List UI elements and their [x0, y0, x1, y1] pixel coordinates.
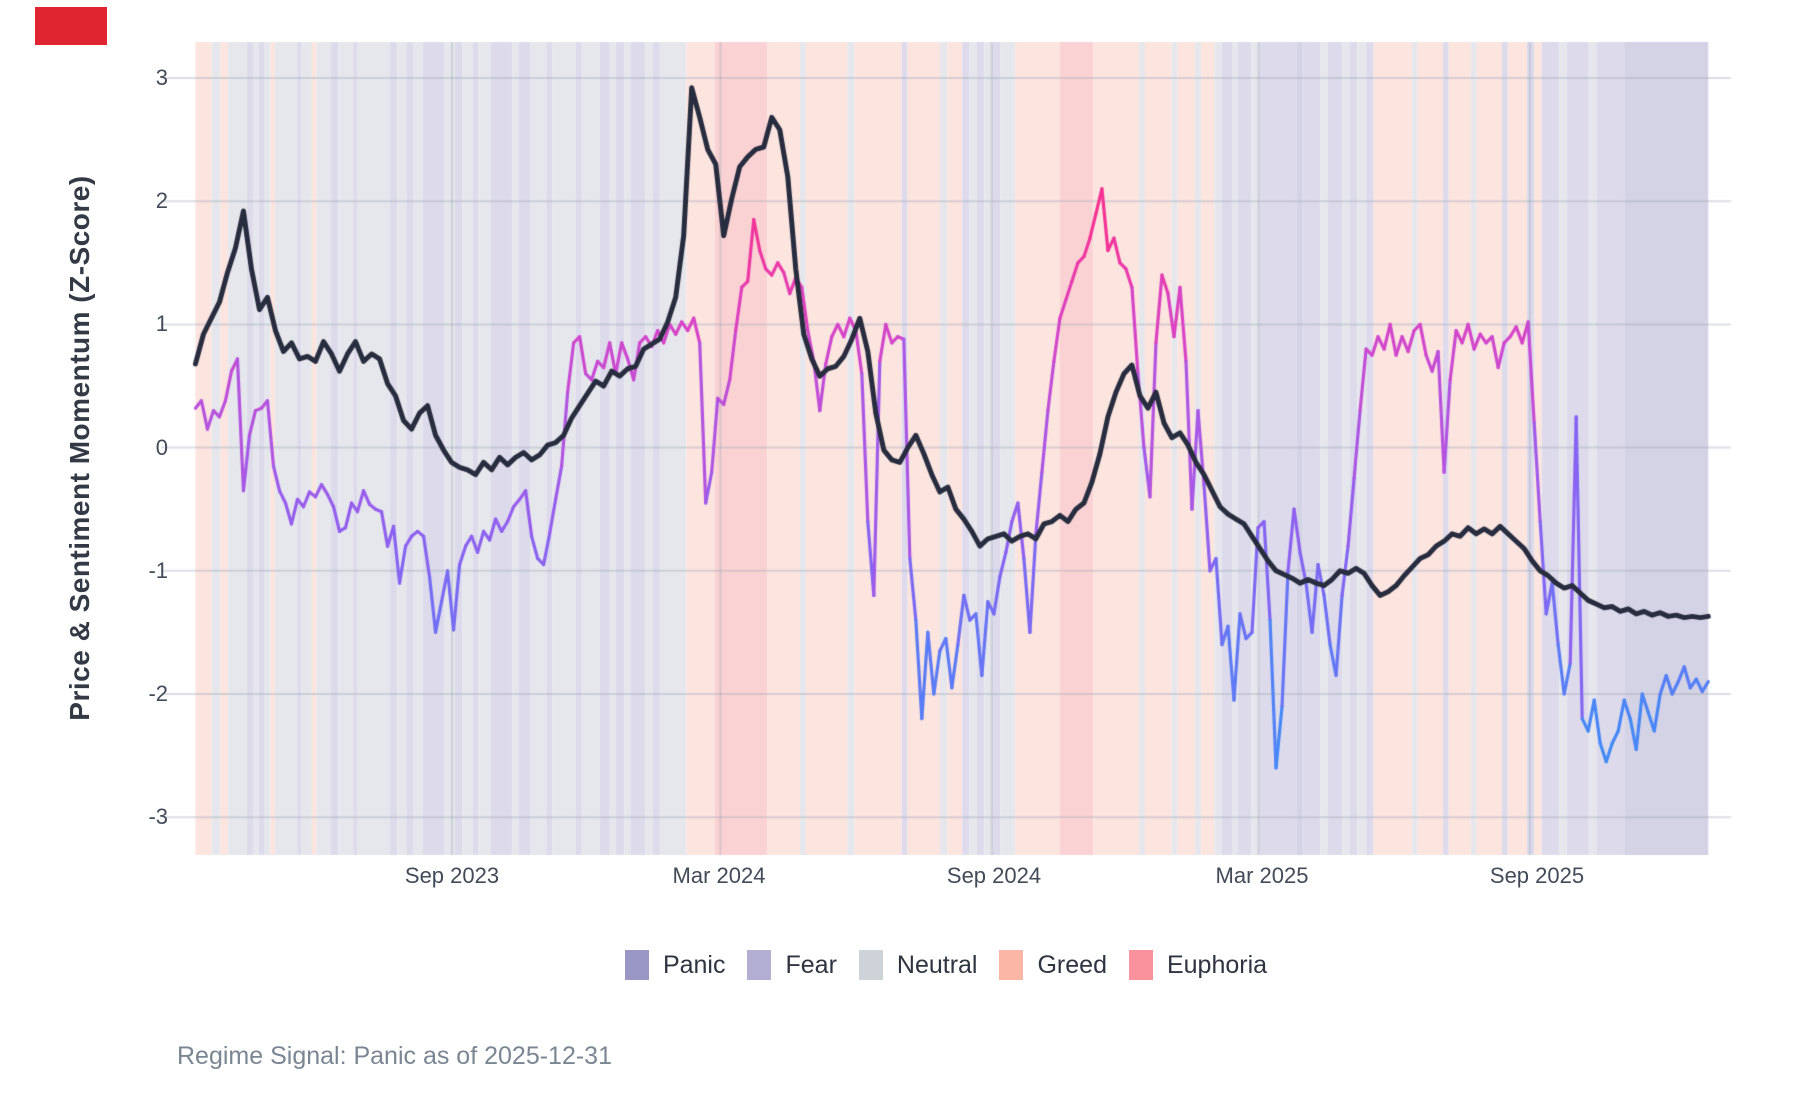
- y-tick-label: -1: [148, 558, 168, 583]
- legend-label: Greed: [1037, 950, 1107, 979]
- corner-red-marker: [35, 7, 107, 45]
- x-tick-label: Mar 2025: [1215, 863, 1309, 888]
- euphoria-swatch-icon: [1128, 950, 1153, 980]
- y-tick-label: -2: [148, 681, 168, 706]
- y-tick-label: -3: [148, 804, 168, 829]
- fear-swatch-icon: [747, 950, 772, 980]
- legend-item-fear[interactable]: Fear: [747, 950, 837, 980]
- legend-item-panic[interactable]: Panic: [624, 950, 726, 980]
- legend-label: Panic: [662, 950, 726, 979]
- neutral-swatch-icon: [858, 950, 883, 980]
- x-tick-label: Sep 2024: [946, 863, 1042, 888]
- x-tick-label: Sep 2023: [404, 863, 500, 888]
- legend-item-greed[interactable]: Greed: [999, 950, 1107, 980]
- y-tick-label: 1: [155, 311, 168, 336]
- legend-item-euphoria[interactable]: Euphoria: [1128, 950, 1268, 980]
- y-tick-label: 2: [155, 188, 168, 213]
- x-tick-label: Mar 2024: [672, 863, 766, 888]
- legend-label: Fear: [785, 950, 837, 979]
- legend-label: Neutral: [896, 950, 978, 979]
- panic-swatch-icon: [624, 950, 649, 980]
- y-tick-label: 3: [155, 65, 168, 90]
- greed-swatch-icon: [999, 950, 1024, 980]
- legend-label: Euphoria: [1166, 950, 1268, 979]
- legend: Panic Fear Neutral Greed Euphoria: [161, 950, 1731, 980]
- regime-signal-caption: Regime Signal: Panic as of 2025-12-31: [177, 1042, 612, 1070]
- x-tick-label: Sep 2025: [1489, 863, 1585, 888]
- legend-item-neutral[interactable]: Neutral: [858, 950, 978, 980]
- y-tick-label: 0: [155, 435, 168, 460]
